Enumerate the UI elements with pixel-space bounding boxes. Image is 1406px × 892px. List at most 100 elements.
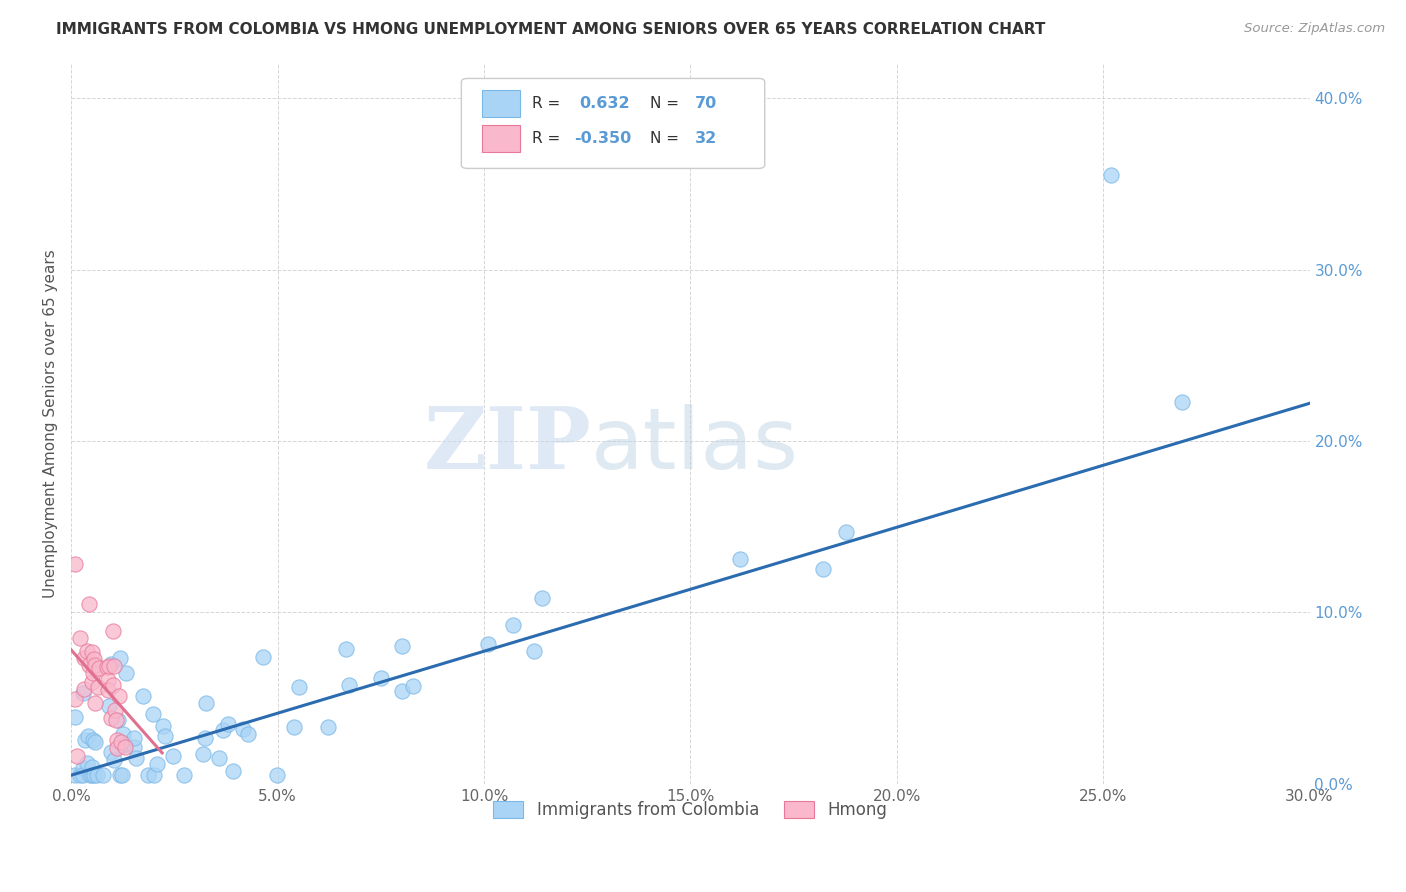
Point — [834, 524, 856, 539]
Point — [370, 671, 392, 685]
Point — [105, 741, 128, 756]
Point — [82, 760, 104, 774]
Point — [97, 683, 120, 698]
Point — [236, 727, 259, 741]
Text: 32: 32 — [696, 131, 717, 145]
Point — [335, 641, 357, 656]
Point — [142, 707, 165, 722]
Point — [110, 735, 132, 749]
Point — [193, 747, 215, 762]
Point — [112, 727, 135, 741]
Point — [104, 703, 127, 717]
Point — [222, 764, 245, 778]
Point — [143, 768, 166, 782]
Point — [73, 650, 96, 665]
Point — [84, 697, 107, 711]
Text: N =: N = — [650, 131, 683, 145]
Point — [77, 597, 100, 611]
Point — [173, 768, 195, 782]
Point — [77, 658, 100, 673]
Point — [73, 681, 96, 696]
Point — [316, 720, 339, 734]
Legend: Immigrants from Colombia, Hmong: Immigrants from Colombia, Hmong — [486, 794, 894, 826]
Point — [108, 689, 131, 703]
Point — [82, 675, 104, 690]
Point — [83, 658, 105, 673]
Text: -0.350: -0.350 — [574, 131, 631, 145]
Point — [122, 731, 145, 745]
Point — [194, 731, 217, 746]
Point — [83, 735, 105, 749]
Point — [212, 723, 235, 737]
Point — [105, 732, 128, 747]
Point — [152, 719, 174, 733]
Point — [100, 745, 122, 759]
Point — [87, 680, 110, 694]
Point — [104, 714, 127, 728]
Point — [728, 552, 751, 566]
Point — [79, 768, 101, 782]
Point — [63, 692, 86, 706]
Point — [76, 644, 98, 658]
Point — [252, 650, 274, 665]
Point — [103, 753, 125, 767]
Point — [530, 591, 553, 605]
Point — [111, 738, 134, 752]
Point — [87, 661, 110, 675]
Point — [1099, 169, 1122, 183]
Point — [266, 768, 288, 782]
Point — [391, 639, 413, 653]
Text: IMMIGRANTS FROM COLOMBIA VS HMONG UNEMPLOYMENT AMONG SENIORS OVER 65 YEARS CORRE: IMMIGRANTS FROM COLOMBIA VS HMONG UNEMPL… — [56, 22, 1046, 37]
Text: N =: N = — [650, 96, 683, 112]
Point — [288, 681, 311, 695]
Point — [97, 659, 120, 673]
Point — [69, 768, 91, 782]
Point — [136, 768, 159, 782]
Point — [65, 768, 87, 782]
Text: Source: ZipAtlas.com: Source: ZipAtlas.com — [1244, 22, 1385, 36]
Point — [232, 722, 254, 736]
Point — [115, 665, 138, 680]
Point — [83, 768, 105, 782]
Point — [101, 624, 124, 638]
Point — [82, 733, 104, 747]
Text: 0.632: 0.632 — [579, 96, 630, 112]
Point — [72, 686, 94, 700]
Point — [80, 768, 103, 782]
Point — [75, 732, 97, 747]
Point — [98, 698, 121, 713]
Point — [391, 683, 413, 698]
Point — [91, 768, 114, 782]
Text: R =: R = — [531, 131, 565, 145]
Text: 70: 70 — [696, 96, 717, 112]
Point — [82, 665, 104, 680]
Point — [72, 768, 94, 782]
Point — [107, 713, 129, 727]
Point — [523, 643, 546, 657]
Point — [114, 737, 136, 751]
Point — [337, 678, 360, 692]
Point — [65, 558, 87, 572]
Point — [103, 677, 125, 691]
Point — [83, 652, 105, 666]
Point — [100, 657, 122, 671]
Point — [162, 749, 184, 764]
Point — [103, 659, 125, 673]
Point — [111, 768, 134, 782]
Point — [110, 651, 132, 665]
Bar — [482, 125, 520, 152]
Point — [195, 696, 218, 710]
Point — [65, 710, 87, 724]
Text: ZIP: ZIP — [423, 403, 592, 488]
Point — [122, 740, 145, 755]
Point — [813, 562, 835, 576]
Point — [66, 748, 89, 763]
Point — [208, 750, 231, 764]
Point — [1171, 395, 1194, 409]
Point — [153, 730, 176, 744]
Text: atlas: atlas — [592, 404, 800, 487]
Bar — [482, 90, 520, 118]
Point — [80, 645, 103, 659]
Point — [76, 756, 98, 770]
Point — [132, 689, 155, 703]
